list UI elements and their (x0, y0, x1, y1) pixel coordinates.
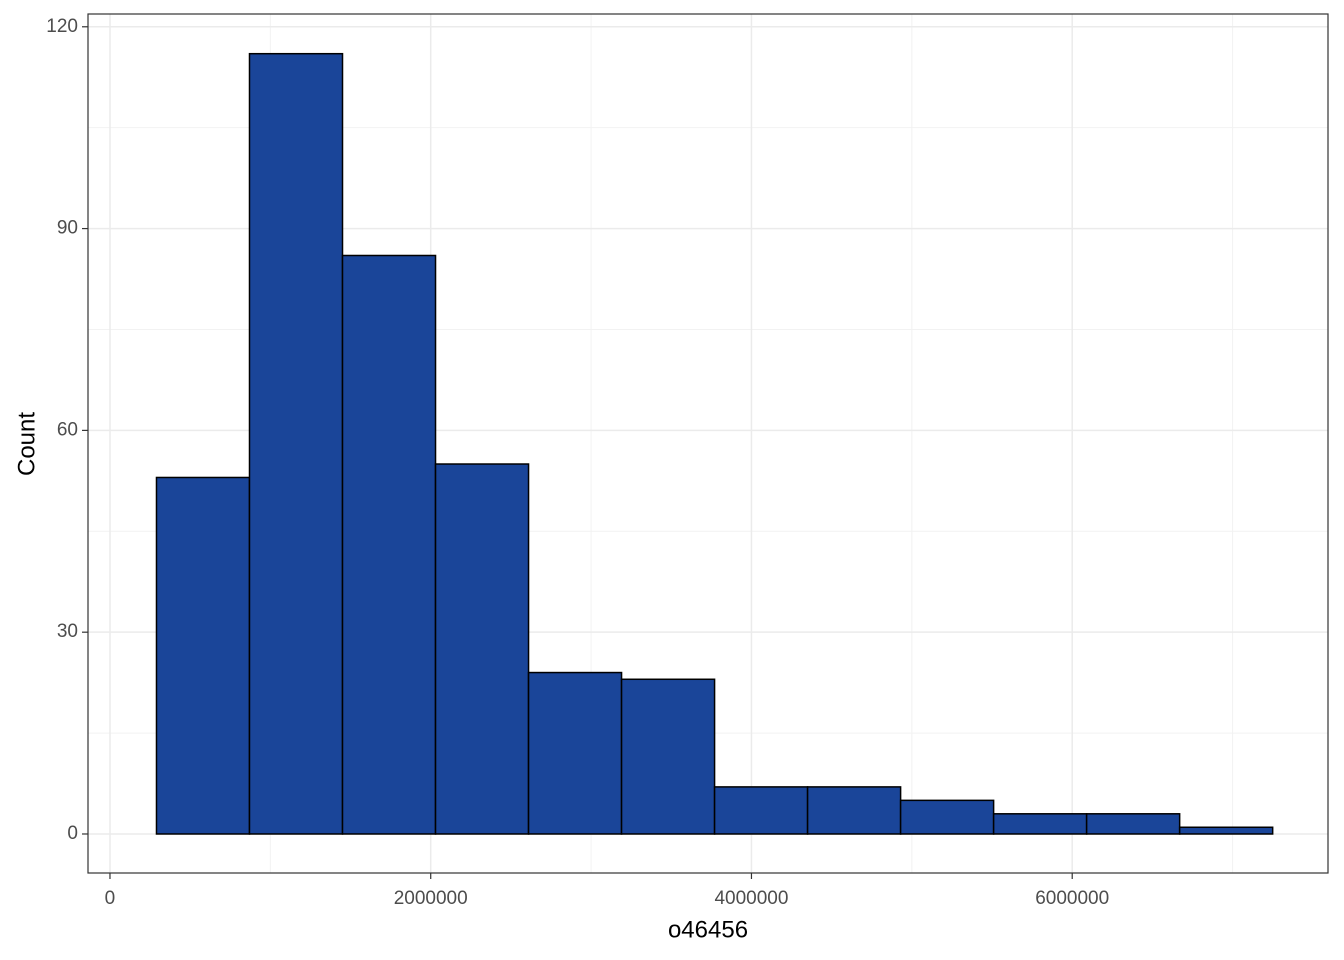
bar (899, 799, 995, 835)
bar (248, 52, 344, 835)
y-tick-label: 60 (57, 419, 78, 440)
bar (713, 786, 809, 835)
y-tick-label: 90 (57, 218, 78, 239)
bar (1178, 826, 1274, 835)
bar (155, 476, 251, 835)
y-tick-label: 30 (57, 621, 78, 642)
x-tick-label: 4000000 (714, 888, 788, 909)
bar (341, 254, 437, 835)
bar (806, 786, 902, 835)
bar (527, 671, 623, 835)
panel-border (87, 13, 1329, 874)
bar (620, 678, 716, 835)
x-axis-title: o46456 (668, 916, 748, 943)
x-tick-label: 6000000 (1035, 888, 1109, 909)
bar (1085, 813, 1181, 835)
y-tick-label: 120 (46, 16, 78, 37)
x-tick-label: 2000000 (394, 888, 468, 909)
bar (434, 463, 530, 835)
y-tick-label: 0 (67, 823, 78, 844)
x-tick-label: 0 (105, 888, 116, 909)
y-axis-title: Count (13, 412, 40, 476)
bar (992, 813, 1088, 835)
